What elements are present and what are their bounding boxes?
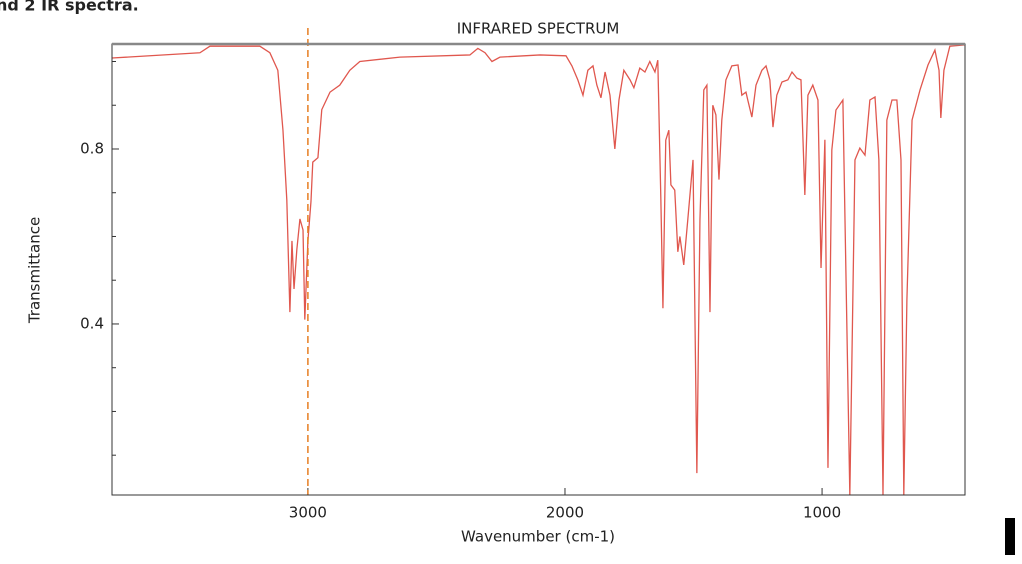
x-tick-label: 2000 <box>546 504 584 522</box>
y-axis-label: Transmittance <box>26 217 44 324</box>
plot-frame <box>111 43 966 496</box>
header-text: nd 2 IR spectra. <box>0 0 139 15</box>
edge-bar <box>1005 518 1015 555</box>
chart-title: INFRARED SPECTRUM <box>457 20 620 38</box>
x-axis-label: Wavenumber (cm-1) <box>461 528 615 546</box>
y-tick-label: 0.8 <box>80 139 104 157</box>
x-tick-label: 3000 <box>289 504 327 522</box>
x-tick-label: 1000 <box>803 504 841 522</box>
y-tick-label: 0.4 <box>80 314 104 332</box>
spectrum-line <box>112 44 965 495</box>
